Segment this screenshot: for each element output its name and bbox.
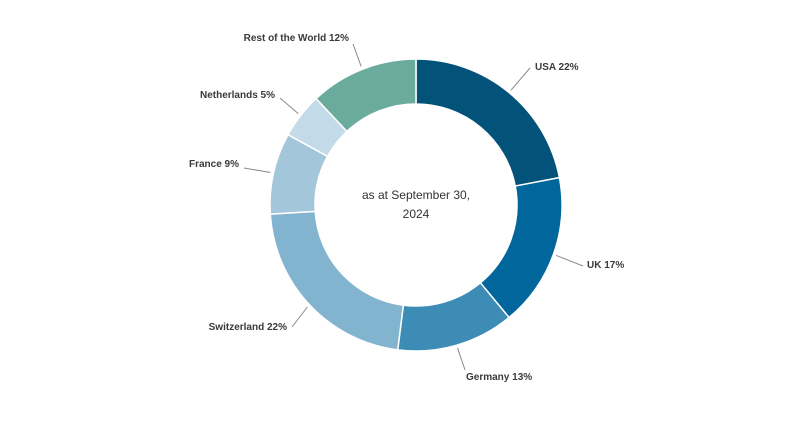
leader-line-switzerland: [291, 306, 308, 328]
slice-label-uk: UK 17%: [587, 260, 624, 271]
slice-label-germany: Germany 13%: [466, 372, 532, 383]
slice-rest-of-the-world: [314, 58, 417, 133]
slice-label-usa: USA 22%: [535, 62, 579, 73]
slices-layer: [269, 58, 563, 352]
leader-line-france: [243, 167, 271, 173]
leader-line-uk: [556, 255, 584, 267]
slice-switzerland: [269, 210, 405, 351]
slice-label-rest-of-the-world: Rest of the World 12%: [244, 33, 349, 44]
center-label-line-2: 2024: [403, 207, 430, 221]
center-label-line-1: as at September 30,: [362, 188, 470, 202]
slice-label-france: France 9%: [189, 159, 239, 170]
leader-lines-layer: [243, 43, 584, 371]
slice-label-netherlands: Netherlands 5%: [200, 90, 275, 101]
leader-line-rest-of-the-world: [352, 43, 362, 67]
slice-usa: [415, 58, 561, 187]
slice-labels-layer: USA 22% UK 17% Germany 13% Switzerland 22% F…: [189, 33, 624, 383]
slice-label-switzerland: Switzerland 22%: [209, 322, 287, 333]
leader-line-netherlands: [279, 97, 299, 115]
leader-line-usa: [510, 67, 531, 91]
leader-line-germany: [457, 347, 466, 371]
